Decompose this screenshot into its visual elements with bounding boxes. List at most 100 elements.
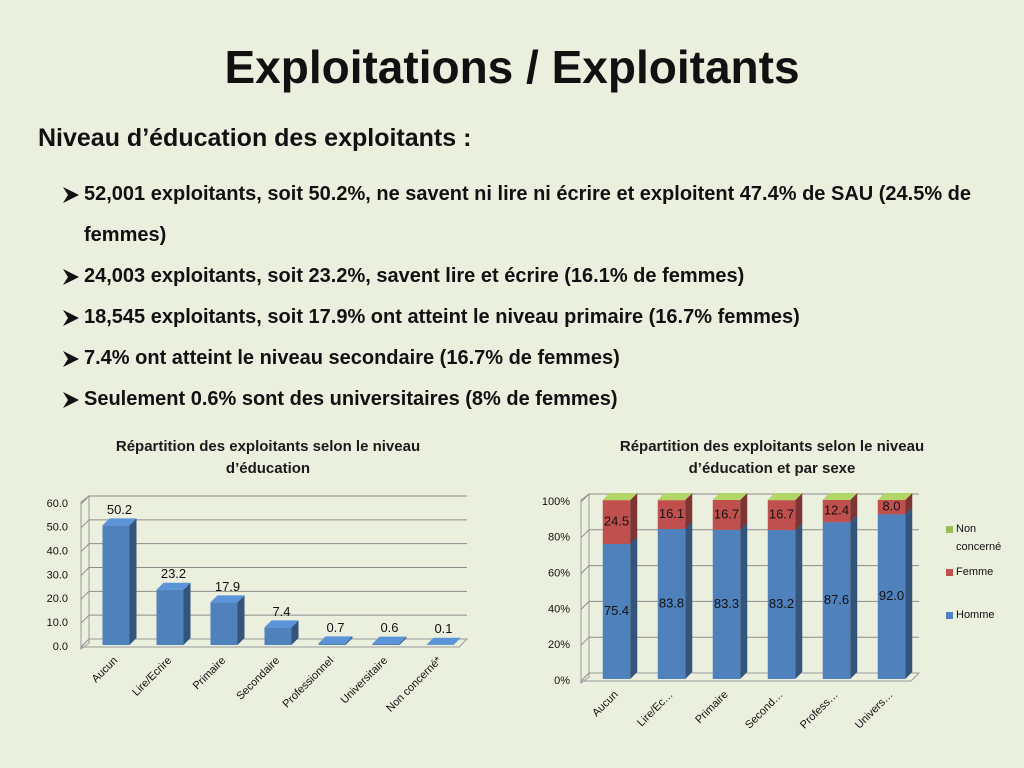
- bar-segment: [822, 522, 851, 679]
- bar-segment-top: [602, 493, 638, 500]
- legend-marker: [946, 526, 953, 533]
- bar-segment-side: [740, 493, 748, 530]
- bar-segment-side: [685, 493, 693, 529]
- plot-floor: [79, 638, 469, 648]
- legend-item: Non concerné: [956, 523, 1002, 553]
- grid-line-depth: [80, 614, 90, 624]
- x-tick-label: Universitaire: [338, 655, 390, 707]
- bar-top: [102, 518, 137, 526]
- bar-segment: [602, 544, 631, 679]
- bullet-text: 24,003 exploitants, soit 23.2%, savent l…: [84, 265, 745, 287]
- bar-segment: [602, 500, 631, 545]
- bar-top: [426, 637, 461, 645]
- bar-segment-side: [630, 493, 638, 545]
- legend-label: Homme: [956, 609, 995, 621]
- bar-side: [237, 595, 245, 645]
- x-tick-label: Non concerné*: [384, 654, 444, 714]
- y-tick-label: 80%: [548, 532, 570, 544]
- bar-top: [210, 595, 245, 603]
- value-label: 17.9: [215, 579, 240, 594]
- value-label: 83.8: [659, 595, 684, 610]
- bar-segment-side: [795, 493, 803, 531]
- y-tick-label: 0.0: [53, 641, 68, 653]
- x-tick-label: Second…: [743, 689, 786, 732]
- y-tick-label: 10.0: [47, 617, 68, 629]
- value-label: 0.1: [434, 621, 452, 636]
- bar-segment: [712, 529, 741, 679]
- y-tick-label: 60%: [548, 568, 570, 580]
- bullet: 18,545 exploitants, soit 17.9% ont attei…: [62, 297, 1017, 338]
- bar-segment-side: [685, 521, 693, 679]
- bar-segment: [877, 500, 906, 515]
- bar: [264, 627, 292, 645]
- y-tick-label: 0%: [554, 675, 570, 687]
- bar-segment-side: [905, 507, 913, 679]
- y-tick-label: 40.0: [47, 546, 68, 558]
- bullet: 24,003 exploitants, soit 23.2%, savent l…: [62, 256, 1017, 297]
- grid-line-depth: [80, 495, 90, 505]
- bar-segment-side: [850, 515, 858, 679]
- value-label: 75.4: [604, 603, 629, 618]
- bar-side: [399, 636, 407, 645]
- legend-item: Homme: [956, 609, 995, 621]
- bullet-arrow: [63, 351, 79, 367]
- grid-line-depth: [80, 519, 90, 529]
- value-label: 7.4: [272, 604, 290, 619]
- grid-line-depth: [80, 567, 90, 576]
- bullet-arrow: [63, 392, 79, 408]
- value-label: 0.6: [380, 620, 398, 635]
- bullet-text: 7.4% ont atteint le niveau secondaire (1…: [84, 347, 620, 369]
- plot-wall: [80, 495, 90, 650]
- value-label: 23.2: [161, 566, 186, 581]
- bullet: 52,001 exploitants, soit 50.2%, ne saven…: [62, 174, 1017, 256]
- slide-title: Exploitations / Exploitants: [224, 41, 800, 93]
- x-tick-label: Professionnel: [281, 655, 337, 711]
- y-tick-label: 60.0: [47, 498, 68, 510]
- grid-line-depth: [580, 493, 590, 503]
- slide-subtitle: Niveau d’éducation des exploitants :: [38, 124, 472, 152]
- value-label: 16.7: [714, 506, 739, 521]
- bar-segment: [712, 500, 741, 530]
- bar-segment-top: [767, 493, 803, 500]
- bar-side: [453, 637, 461, 645]
- bar-top: [156, 582, 191, 590]
- bar-segment: [877, 514, 906, 679]
- bullet-arrow: [63, 310, 79, 326]
- bar-segment-top: [657, 493, 693, 500]
- bar: [102, 525, 130, 645]
- plot-wall: [580, 493, 590, 684]
- chart-title: Répartition des exploitants selon le niv…: [619, 438, 925, 477]
- value-label: 83.3: [714, 596, 739, 611]
- bar-segment: [767, 500, 796, 531]
- x-tick-label: Primaire: [191, 655, 228, 692]
- bullet-arrow: [63, 269, 79, 285]
- bar-segment: [657, 528, 686, 679]
- grid-line-depth: [580, 529, 590, 539]
- bar-segment: [767, 530, 796, 679]
- value-label: 50.2: [107, 502, 132, 517]
- bullet-text: Seulement 0.6% sont des universitaires (…: [84, 388, 618, 410]
- bar-segment-side: [630, 493, 638, 501]
- value-label: 16.1: [659, 506, 684, 521]
- chart-title: Répartition des exploitants selon le niv…: [115, 438, 421, 477]
- bullet: Seulement 0.6% sont des universitaires (…: [62, 379, 1017, 420]
- y-tick-label: 30.0: [47, 569, 68, 581]
- bar-segment-side: [905, 493, 913, 515]
- bar-segment-top: [877, 493, 913, 500]
- bar-segment-side: [685, 493, 693, 501]
- grid-line-depth: [80, 543, 90, 553]
- bar-side: [291, 620, 299, 645]
- bar: [210, 602, 238, 645]
- value-label: 16.7: [769, 507, 794, 522]
- bar-side: [345, 636, 353, 645]
- x-tick-label: Univers…: [853, 689, 896, 732]
- bullet-text: 18,545 exploitants, soit 17.9% ont attei…: [84, 306, 800, 328]
- bar: [318, 643, 346, 645]
- legend-label: Non concerné: [956, 523, 1002, 553]
- y-tick-label: 50.0: [47, 522, 68, 534]
- bar-segment-side: [795, 493, 803, 501]
- x-tick-label: Aucun: [590, 689, 621, 720]
- y-tick-label: 20.0: [47, 593, 68, 605]
- bar: [372, 643, 400, 645]
- grid-line-depth: [80, 590, 90, 600]
